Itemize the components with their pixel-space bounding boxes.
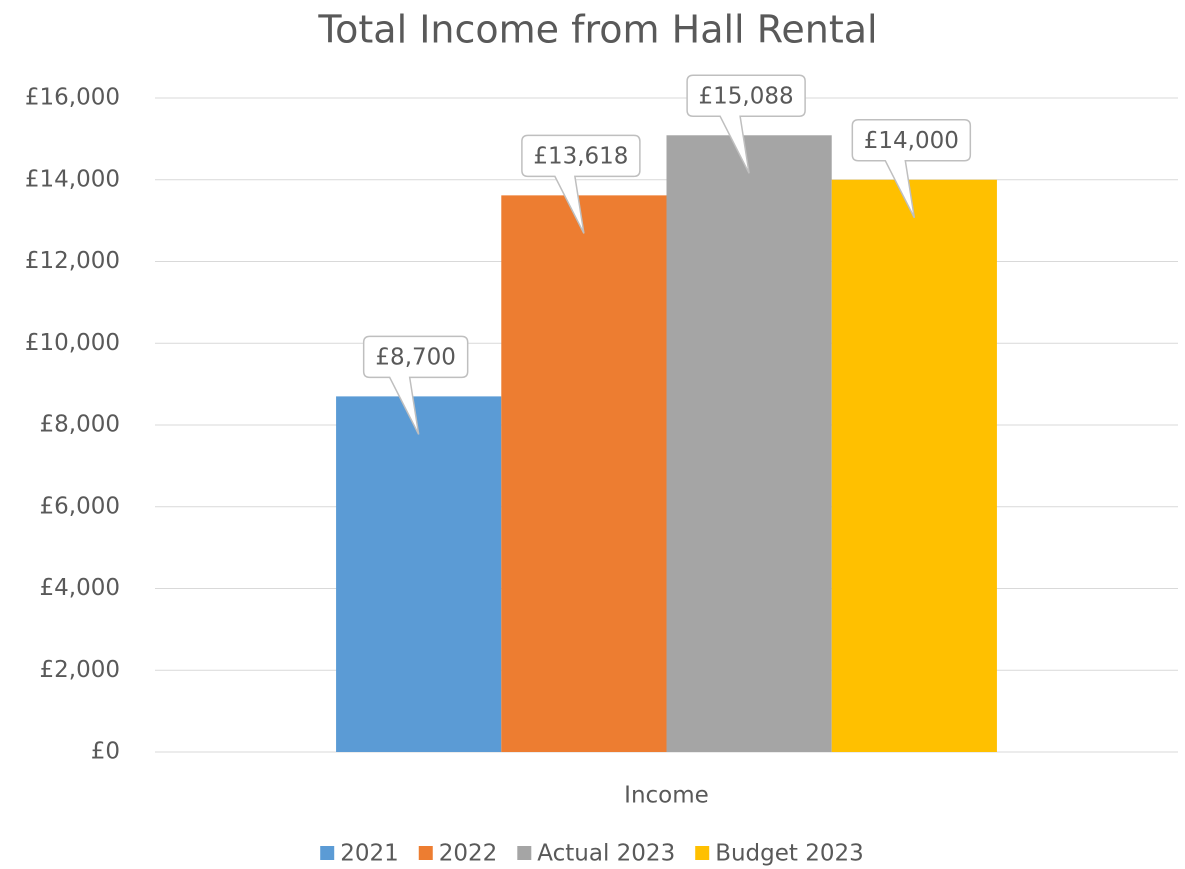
data-label: £14,000 <box>864 128 959 154</box>
y-tick-label: £0 <box>91 739 120 765</box>
bar <box>666 135 832 752</box>
y-tick-label: £10,000 <box>25 330 120 356</box>
callout <box>362 335 469 435</box>
legend-swatch <box>517 846 532 860</box>
callout <box>686 74 806 174</box>
bar <box>336 396 502 752</box>
y-tick-label: £12,000 <box>25 248 120 274</box>
data-label: £13,618 <box>533 143 628 169</box>
callout <box>521 134 641 234</box>
data-label: £8,700 <box>375 344 455 370</box>
legend-label: 2022 <box>439 841 498 867</box>
legend-label: 2021 <box>340 841 399 867</box>
y-tick-label: £14,000 <box>25 166 120 192</box>
bar <box>831 179 997 752</box>
legend-label: Actual 2023 <box>537 841 675 867</box>
legend-swatch <box>418 846 433 860</box>
legend-swatch <box>320 846 335 860</box>
chart-title: Total Income from Hall Rental <box>317 8 877 52</box>
y-tick-label: £4,000 <box>40 575 120 601</box>
bar <box>501 195 667 752</box>
y-tick-label: £16,000 <box>25 85 120 111</box>
data-label: £15,088 <box>699 83 794 109</box>
y-tick-label: £8,000 <box>40 412 120 438</box>
y-tick-label: £6,000 <box>40 493 120 519</box>
legend-label: Budget 2023 <box>715 841 864 867</box>
legend-swatch <box>695 846 710 860</box>
x-tick-label: Income <box>624 783 709 809</box>
y-tick-label: £2,000 <box>40 657 120 683</box>
callout <box>851 119 972 219</box>
